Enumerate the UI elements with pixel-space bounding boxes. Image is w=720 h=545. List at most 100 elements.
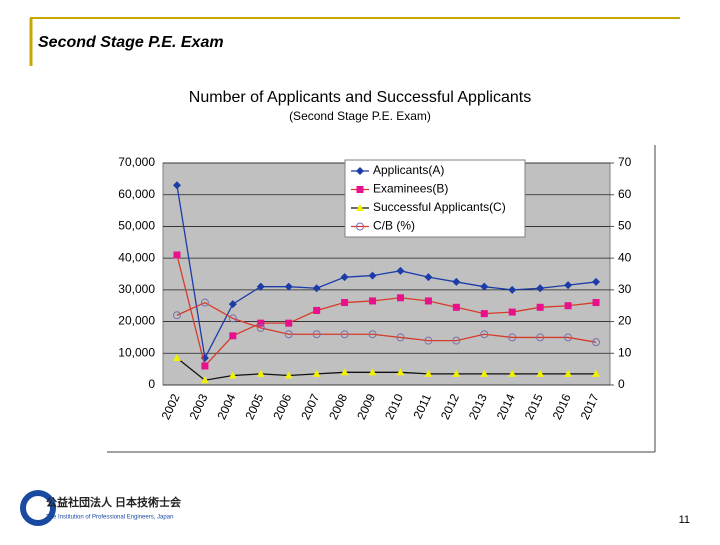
marker [312,330,321,339]
marker [452,303,460,311]
y-tick-label: 40,000 [118,250,155,264]
marker [200,376,209,384]
marker [341,299,349,307]
marker [536,284,545,293]
marker [340,273,349,282]
marker [368,330,377,339]
marker [452,369,461,377]
marker [312,369,321,377]
marker [536,333,545,342]
y2-tick-label: 60 [618,187,632,201]
legend-marker [356,167,364,175]
y2-tick-label: 40 [618,250,632,264]
y-tick-label: 50,000 [118,219,155,233]
y2-tick-label: 10 [618,345,632,359]
series-line [176,301,597,343]
marker [257,319,265,327]
marker [592,369,601,377]
marker [480,369,489,377]
marker [256,282,265,291]
marker [508,333,517,342]
marker [396,266,405,275]
marker [229,332,237,340]
page-number: 11 [679,514,690,526]
series-line [176,357,597,381]
y2-tick-label: 0 [618,377,625,391]
chart-title: Number of Applicants and Successful Appl… [189,89,531,106]
marker [396,294,404,302]
marker [284,371,293,379]
legend-label: Successful Applicants(C) [373,200,506,214]
marker [228,314,237,323]
marker [172,311,181,320]
marker [536,369,545,377]
legend-label: C/B (%) [373,219,415,233]
marker [172,354,181,362]
marker [508,285,517,294]
slide-title: Second Stage P.E. Exam [38,34,224,51]
marker [424,369,433,377]
marker [452,336,461,345]
y2-tick-label: 50 [618,219,632,233]
y-tick-label: 60,000 [118,187,155,201]
logo-mark [20,490,56,526]
marker [592,277,601,286]
marker [480,330,489,339]
marker [284,282,293,291]
marker [256,323,265,332]
marker [369,297,377,305]
legend-label: Examinees(B) [373,182,448,196]
y2-tick-label: 20 [618,314,632,328]
marker [228,300,237,309]
marker [564,302,572,310]
marker [256,369,265,377]
marker [312,284,321,293]
marker [285,319,293,327]
legend-box [344,159,526,238]
legend-marker [356,186,364,193]
marker [201,362,209,370]
marker [340,368,349,376]
marker [564,333,573,342]
marker [284,330,293,339]
marker [480,310,488,318]
marker [200,298,209,307]
logo-subtitle: The Institution of Professional Engineer… [46,515,173,521]
marker [424,297,432,305]
marker [340,330,349,339]
y-tick-label: 20,000 [118,314,155,328]
logo: 公益社団法人 日本技術士会 The Institution of Profess… [20,490,182,526]
series-line [176,254,597,368]
marker [564,281,573,290]
legend-marker [356,204,364,211]
marker [592,338,601,347]
y-tick-label: 10,000 [118,345,155,359]
legend-label: Applicants(A) [373,163,444,177]
marker [173,251,181,259]
marker [172,181,181,190]
marker [536,303,544,311]
marker [368,368,377,376]
marker [368,271,377,280]
marker [452,277,461,286]
y-tick-label: 0 [148,377,155,391]
y2-tick-label: 30 [618,282,632,296]
marker [396,333,405,342]
marker [508,369,517,377]
logo-name: 公益社団法人 日本技術士会 [46,495,182,509]
marker [424,336,433,345]
marker [396,368,405,376]
marker [228,371,237,379]
marker [424,273,433,282]
marker [564,369,573,377]
marker [592,299,600,307]
legend-marker [356,222,364,231]
y2-tick-label: 70 [618,155,632,169]
y-tick-label: 30,000 [118,282,155,296]
y-tick-label: 70,000 [118,155,155,169]
marker [313,306,321,314]
chart-subtitle: (Second Stage P.E. Exam) [289,109,431,123]
marker [508,308,516,316]
